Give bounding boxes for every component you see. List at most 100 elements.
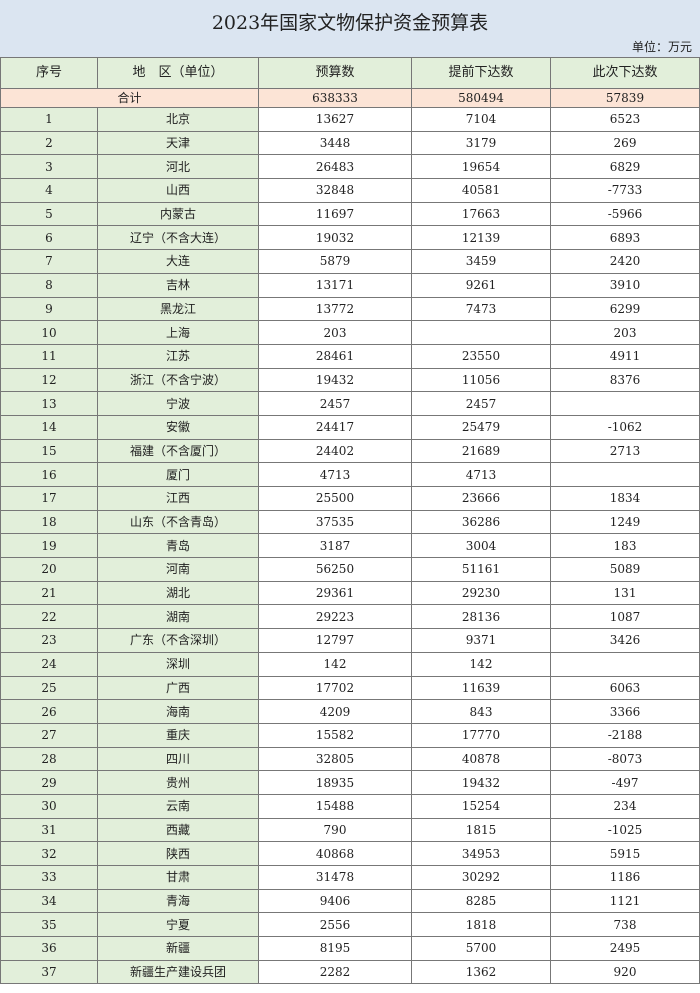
cell-budget: 56250: [258, 557, 412, 582]
cell-region: 黑龙江: [97, 296, 259, 322]
cell-index: 4: [0, 178, 98, 203]
total-label: 合计: [0, 88, 259, 108]
cell-budget: 13627: [258, 107, 412, 132]
table-row: 23 广东（不含深圳） 12797 9371 3426: [0, 628, 700, 653]
cell-budget: 203: [258, 320, 412, 345]
cell-index: 13: [0, 391, 98, 416]
cell-region: 内蒙古: [97, 201, 259, 227]
cell-advance: 1362: [411, 959, 551, 985]
cell-current: 269: [550, 130, 700, 156]
table-row: 19 青岛 3187 3004 183: [0, 533, 700, 559]
cell-budget: 31478: [258, 865, 412, 890]
cell-current: 8376: [550, 367, 700, 393]
table-row: 25 广西 17702 11639 6063: [0, 675, 700, 701]
cell-advance: 4713: [411, 462, 551, 487]
table-row: 8 吉林 13171 9261 3910: [0, 272, 700, 298]
cell-index: 19: [0, 533, 98, 559]
cell-index: 17: [0, 486, 98, 511]
cell-region: 广东（不含深圳）: [97, 628, 259, 653]
cell-advance: 2457: [411, 391, 551, 416]
cell-budget: 5879: [258, 249, 412, 274]
cell-index: 3: [0, 154, 98, 180]
cell-current: [550, 651, 700, 677]
cell-advance: 5700: [411, 936, 551, 961]
cell-budget: 2556: [258, 912, 412, 938]
table-row: 35 宁夏 2556 1818 738: [0, 912, 700, 938]
total-current: 57839: [550, 88, 700, 108]
cell-budget: 8195: [258, 936, 412, 961]
cell-region: 江苏: [97, 343, 259, 369]
cell-budget: 32805: [258, 746, 412, 772]
table-row: 37 新疆生产建设兵团 2282 1362 920: [0, 959, 700, 985]
table-row: 32 陕西 40868 34953 5915: [0, 841, 700, 866]
cell-budget: 15488: [258, 793, 412, 819]
cell-current: 6829: [550, 154, 700, 180]
cell-budget: 17702: [258, 675, 412, 701]
table-row: 24 深圳 142 142: [0, 651, 700, 677]
table-row: 34 青海 9406 8285 1121: [0, 888, 700, 914]
cell-advance: 40581: [411, 178, 551, 203]
cell-index: 34: [0, 888, 98, 914]
cell-index: 2: [0, 130, 98, 156]
cell-budget: 29361: [258, 580, 412, 606]
cell-index: 20: [0, 557, 98, 582]
cell-index: 37: [0, 959, 98, 985]
cell-current: 3910: [550, 272, 700, 298]
table-row: 28 四川 32805 40878 -8073: [0, 746, 700, 772]
cell-index: 15: [0, 438, 98, 464]
cell-current: 2420: [550, 249, 700, 274]
cell-advance: 11056: [411, 367, 551, 393]
cell-budget: 15582: [258, 722, 412, 748]
cell-current: 2713: [550, 438, 700, 464]
cell-budget: 19032: [258, 225, 412, 251]
cell-budget: 40868: [258, 841, 412, 866]
table-row: 36 新疆 8195 5700 2495: [0, 936, 700, 961]
cell-advance: 7473: [411, 296, 551, 322]
cell-budget: 790: [258, 817, 412, 843]
cell-current: 183: [550, 533, 700, 559]
cell-index: 14: [0, 414, 98, 440]
cell-advance: 51161: [411, 557, 551, 582]
cell-advance: 7104: [411, 107, 551, 132]
cell-advance: 1815: [411, 817, 551, 843]
cell-region: 青岛: [97, 533, 259, 559]
cell-current: 234: [550, 793, 700, 819]
cell-index: 16: [0, 462, 98, 487]
cell-region: 江西: [97, 486, 259, 511]
cell-budget: 13772: [258, 296, 412, 322]
cell-index: 30: [0, 793, 98, 819]
cell-current: 1186: [550, 865, 700, 890]
cell-advance: 9261: [411, 272, 551, 298]
cell-budget: 11697: [258, 201, 412, 227]
cell-advance: 23550: [411, 343, 551, 369]
title-band: 2023年国家文物保护资金预算表 单位：万元: [0, 0, 700, 57]
cell-budget: 12797: [258, 628, 412, 653]
cell-region: 重庆: [97, 722, 259, 748]
cell-index: 9: [0, 296, 98, 322]
cell-budget: 26483: [258, 154, 412, 180]
cell-region: 北京: [97, 107, 259, 132]
cell-current: 6893: [550, 225, 700, 251]
cell-region: 河北: [97, 154, 259, 180]
cell-current: 4911: [550, 343, 700, 369]
total-row: 合计 638333 580494 57839: [0, 88, 700, 108]
table-row: 20 河南 56250 51161 5089: [0, 557, 700, 582]
cell-index: 36: [0, 936, 98, 961]
cell-index: 6: [0, 225, 98, 251]
cell-index: 24: [0, 651, 98, 677]
cell-region: 福建（不含厦门）: [97, 438, 259, 464]
cell-current: [550, 462, 700, 487]
cell-budget: 2457: [258, 391, 412, 416]
cell-region: 浙江（不含宁波）: [97, 367, 259, 393]
cell-current: -1062: [550, 414, 700, 440]
cell-advance: 15254: [411, 793, 551, 819]
cell-budget: 9406: [258, 888, 412, 914]
cell-budget: 4713: [258, 462, 412, 487]
cell-current: [550, 391, 700, 416]
cell-current: 1121: [550, 888, 700, 914]
cell-current: 1249: [550, 509, 700, 535]
cell-budget: 4209: [258, 699, 412, 724]
cell-budget: 29223: [258, 604, 412, 630]
cell-region: 四川: [97, 746, 259, 772]
cell-index: 31: [0, 817, 98, 843]
